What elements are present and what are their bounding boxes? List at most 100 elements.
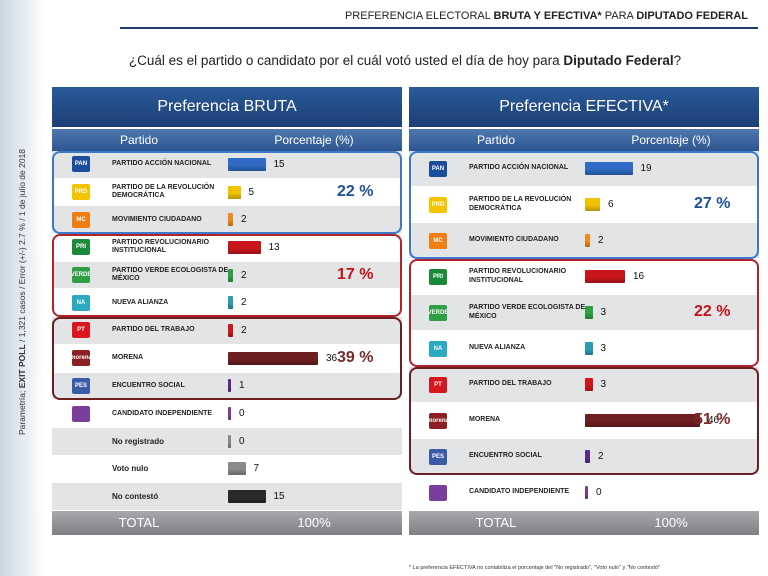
panal-logo-icon: NA [429,340,447,357]
bar-value-label: 0 [596,487,602,498]
logo-lettering: PES [431,453,444,460]
bar-value-label: 0 [239,408,245,420]
table-row: morena MORENA 46 [409,403,759,439]
bar-value-label: 0 [239,435,245,447]
logo-lettering: PRD [431,201,445,208]
party-name: PARTIDO REVOLUCIONARIO INSTITUCIONAL [112,239,210,255]
pes-logo-icon: PES [72,377,90,394]
group-percentage: 51 % [694,411,731,428]
logo-lettering: PT [434,381,442,388]
logo-lettering: PAN [74,161,88,168]
party-name: Voto nulo [112,464,149,474]
logo-lettering: VERDE [429,309,447,316]
bar-value-label: 5 [248,186,255,198]
party-name: PARTIDO DE LA REVOLUCIÓN DEMOCRÁTICA [112,183,215,200]
party-name: PARTIDO DEL TRABAJO [112,326,195,334]
group-percentage: 27 % [694,195,731,212]
total-label: TOTAL [475,515,517,530]
total-value: 100% [654,515,688,530]
bar [585,486,588,499]
logo-lettering: MC [433,237,443,244]
panel-title: Preferencia BRUTA [52,87,402,127]
column-percentage: Porcentaje (%) [274,133,354,147]
bar [585,198,600,211]
bar-value-label: 7 [253,463,260,475]
independiente-logo-icon [429,484,447,501]
table-row: PT PARTIDO DEL TRABAJO 2 [52,317,402,345]
bar [585,342,593,355]
bar-value-label: 15 [273,491,285,503]
total-row: TOTAL 100% [409,511,759,535]
logo-lettering: MC [76,216,86,223]
footnote: * La preferencia EFECTIVA no contabiliza… [409,565,660,571]
total-label: TOTAL [118,514,160,530]
table-row: MC MOVIMIENTO CIUDADANO 2 [409,223,759,259]
column-party: Partido [119,133,159,147]
party-name: MORENA [469,416,501,424]
party-name: PARTIDO DE LA REVOLUCIÓN DEMOCRÁTICA [469,196,572,212]
party-name: ENCUENTRO SOCIAL [469,452,542,460]
bar [228,434,231,448]
table-row: PRI PARTIDO REVOLUCIONARIO INSTITUCIONAL 1… [409,259,759,295]
bar-value-label: 3 [600,307,607,318]
methodology-note: Parametría; EXIT POLL / 1,321 casos / Er… [17,148,27,436]
party-name: CANDIDATO INDEPENDIENTE [112,409,213,417]
rows-container: PAN PARTIDO ACCIÓN NACIONAL 15 PRD PARTIDO D… [52,151,402,511]
bar-value-label: 36 [326,352,338,364]
bar [228,490,266,504]
table-row: PRD PARTIDO DE LA REVOLUCIÓN DEMOCRÁTICA 6 [409,187,759,223]
bar-value-label: 6 [608,199,614,210]
bar [228,351,318,365]
table-row: morena MORENA 36 [52,344,402,373]
bar [585,234,590,247]
bar-value-label: 2 [241,324,247,336]
bar-value-label: 1 [239,380,245,392]
logo-lettering: PAN [431,165,445,172]
bar [228,407,231,421]
bar-value-label: 15 [273,158,285,170]
bar [585,270,625,283]
column-header: Partido Porcentaje (%) [409,129,759,151]
panel-title: Preferencia EFECTIVA* [409,87,759,127]
logo-lettering: PRI [75,244,86,251]
party-name: PARTIDO VERDE ECOLOGISTA DE MÉXICO [469,304,586,320]
morena-logo-icon: morena [72,350,90,367]
table-row: NA NUEVA ALIANZA 2 [52,289,402,318]
pan-logo-icon: PAN [72,156,90,173]
table-row: PES ENCUENTRO SOCIAL 1 [52,372,402,401]
pri-logo-icon: PRI [72,239,90,256]
left-decorative-band [0,0,44,576]
column-header: Partido Porcentaje (%) [52,129,402,151]
logo-lettering: PT [77,327,85,334]
survey-question: ¿Cuál es el partido o candidato por el c… [128,53,682,68]
party-name: MORENA [112,354,144,362]
bar [228,268,233,282]
panal-logo-icon: NA [72,294,90,311]
logo-lettering: NA [433,345,443,352]
table-row: VERDE PARTIDO VERDE ECOLOGISTA DE MÉXICO 3 [409,295,759,331]
party-name: PARTIDO VERDE ECOLOGISTA DE MÉXICO [112,267,229,283]
panel-preferencia-bruta: Preferencia BRUTA Partido Porcentaje (%)… [52,87,402,535]
bar [228,185,241,199]
party-name: MOVIMIENTO CIUDADANO [112,215,202,223]
bar-value-label: 3 [600,379,607,390]
mc-logo-icon: MC [429,232,447,249]
group-percentage: 22 % [694,303,731,320]
pvem-logo-icon: VERDE [429,304,447,321]
bar-value-label: 2 [598,451,604,462]
bar-value-label: 2 [598,235,604,246]
bar [228,213,233,227]
bar [228,323,233,337]
bar-value-label: 3 [600,343,607,354]
table-row: CANDIDATO INDEPENDIENTE 0 [409,475,759,511]
logo-lettering: morena [72,355,90,362]
party-name: PARTIDO ACCIÓN NACIONAL [469,164,569,172]
party-name: PARTIDO DEL TRABAJO [469,380,552,388]
party-name: PARTIDO ACCIÓN NACIONAL [112,160,212,168]
logo-lettering: PRD [74,189,88,196]
bar [585,162,633,175]
panel-preferencia-efectiva: Preferencia EFECTIVA* Partido Porcentaje… [409,87,759,535]
group-percentage: 17 % [337,265,374,283]
logo-lettering: PES [74,382,87,389]
independiente-logo-icon [72,405,90,422]
